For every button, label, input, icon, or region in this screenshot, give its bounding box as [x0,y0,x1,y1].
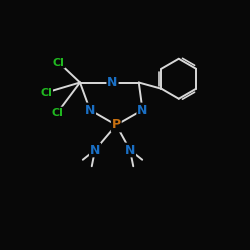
Text: N: N [125,144,135,156]
Text: N: N [90,144,100,156]
Text: N: N [107,76,118,89]
Text: N: N [85,104,95,117]
Text: Cl: Cl [52,108,64,118]
Text: Cl: Cl [53,58,65,68]
Text: Cl: Cl [40,88,52,98]
Text: P: P [112,118,121,132]
Text: N: N [137,104,148,117]
